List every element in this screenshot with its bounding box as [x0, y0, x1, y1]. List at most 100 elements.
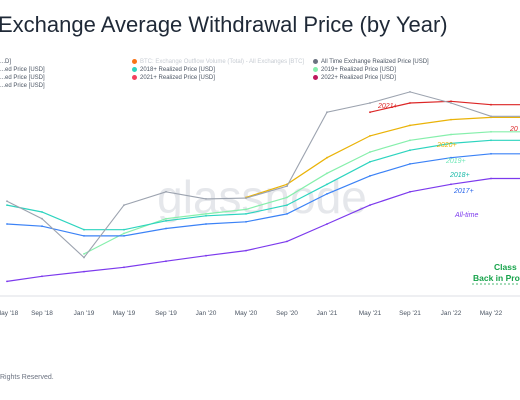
data-point — [326, 193, 328, 195]
data-point — [83, 235, 85, 237]
annotation-label: 2017+ — [453, 188, 474, 195]
data-point — [6, 204, 8, 207]
data-point — [409, 124, 411, 127]
annotation-label: 20 — [509, 126, 518, 133]
data-point — [205, 213, 207, 215]
legend-item[interactable]: All Time Exchange Realized Price [USD] — [313, 58, 429, 66]
legend-item[interactable]: 2018+ Realized Price [USD] — [132, 66, 215, 74]
x-tick-label: May '22 — [480, 310, 503, 317]
data-point — [369, 102, 371, 104]
x-tick-label: Jan '20 — [196, 310, 217, 317]
legend-item[interactable]: 2019+ Realized Price [USD] — [313, 66, 396, 74]
legend-swatch — [132, 74, 137, 80]
data-point — [205, 214, 207, 217]
data-point — [490, 139, 492, 142]
data-point — [409, 190, 411, 193]
legend-swatch — [313, 74, 318, 80]
data-point — [165, 217, 167, 220]
legend-label: 2019+ Realized Price [USD] — [321, 67, 396, 73]
legend-item[interactable]: ...ed Price [USD] — [0, 82, 45, 90]
x-tick-label: May '21 — [359, 310, 382, 317]
data-point — [165, 219, 167, 222]
series-line — [6, 139, 520, 231]
data-point — [409, 91, 411, 93]
x-tick-label: Sep '19 — [155, 310, 177, 317]
chart-title: Exchange Average Withdrawal Price (by Ye… — [0, 12, 448, 37]
data-point — [450, 133, 452, 136]
data-point — [6, 223, 8, 225]
data-point — [450, 102, 452, 104]
series-line — [6, 177, 520, 283]
data-point — [409, 163, 411, 165]
x-tick-label: Sep '20 — [276, 310, 298, 317]
data-point — [205, 254, 207, 257]
data-point — [41, 217, 43, 220]
footer-text: Rights Reserved. — [0, 374, 54, 381]
watermark: glassnode — [157, 171, 367, 223]
data-point — [41, 225, 43, 228]
data-point — [123, 232, 125, 235]
data-point — [245, 197, 247, 200]
data-point — [286, 196, 288, 199]
legend-item[interactable]: 2021+ Realized Price [USD] — [132, 74, 215, 82]
legend-swatch — [313, 58, 318, 64]
data-point — [490, 130, 492, 133]
annotation-layer: 2021+ 20 2020+ 2019+ 2018+ 2017+ All-time Class… — [377, 103, 520, 285]
legend-swatch — [132, 58, 137, 64]
annotation-label: 2021+ — [377, 103, 398, 110]
data-point — [205, 198, 207, 200]
data-point — [83, 228, 85, 231]
legend-label: ...ed Price [USD] — [0, 83, 45, 89]
annotation-label: 2020+ — [436, 142, 457, 149]
data-point — [123, 228, 125, 231]
data-point — [409, 102, 411, 104]
data-point — [286, 240, 288, 243]
legend-item[interactable]: ...ed Price [USD] — [0, 74, 45, 82]
annotation-label: 2018+ — [449, 172, 470, 179]
data-point — [83, 256, 85, 259]
data-point — [6, 200, 8, 203]
data-point — [41, 275, 43, 278]
legend-label: All Time Exchange Realized Price [USD] — [321, 59, 429, 65]
legend-label: 2018+ Realized Price [USD] — [140, 67, 215, 73]
series-line — [6, 91, 520, 259]
legend-item[interactable]: ...ed Price [USD] — [0, 66, 45, 74]
data-point — [245, 220, 247, 223]
data-point — [245, 213, 247, 215]
series-path — [6, 139, 520, 231]
data-point — [83, 253, 85, 255]
data-point — [205, 223, 207, 225]
legend-swatch — [132, 66, 137, 72]
annotation-label: Back in Profi — [473, 273, 520, 283]
x-tick-label: May '19 — [113, 310, 136, 317]
data-point — [450, 118, 452, 121]
data-point — [83, 270, 85, 273]
series-line — [83, 130, 520, 255]
data-point — [165, 260, 167, 263]
data-point — [490, 115, 492, 118]
series-path — [245, 116, 520, 198]
data-point — [490, 152, 492, 155]
legend-item[interactable]: BTC: Exchange Outflow Volume (Total) - A… — [132, 58, 304, 66]
data-point — [286, 213, 288, 215]
x-tick-label: Jan '21 — [317, 310, 338, 317]
data-point — [490, 177, 492, 180]
legend-swatch — [313, 66, 318, 72]
legend-item[interactable]: 2022+ Realized Price [USD] — [313, 74, 396, 82]
legend-label: ...ed Price [USD] — [0, 75, 45, 81]
data-point — [165, 190, 167, 193]
annotation-label: 2019+ — [445, 158, 466, 165]
data-point — [245, 249, 247, 252]
data-point — [123, 235, 125, 237]
series-path — [6, 91, 520, 259]
data-point — [123, 204, 125, 207]
data-point — [286, 204, 288, 207]
legend-item[interactable]: ...D] — [0, 58, 11, 66]
x-tick-label: Sep '21 — [399, 310, 421, 317]
data-point — [490, 103, 492, 106]
legend-label: BTC: Exchange Outflow Volume (Total) - A… — [140, 59, 305, 65]
data-point — [369, 175, 371, 177]
series-line — [6, 152, 520, 237]
data-point — [326, 172, 328, 175]
